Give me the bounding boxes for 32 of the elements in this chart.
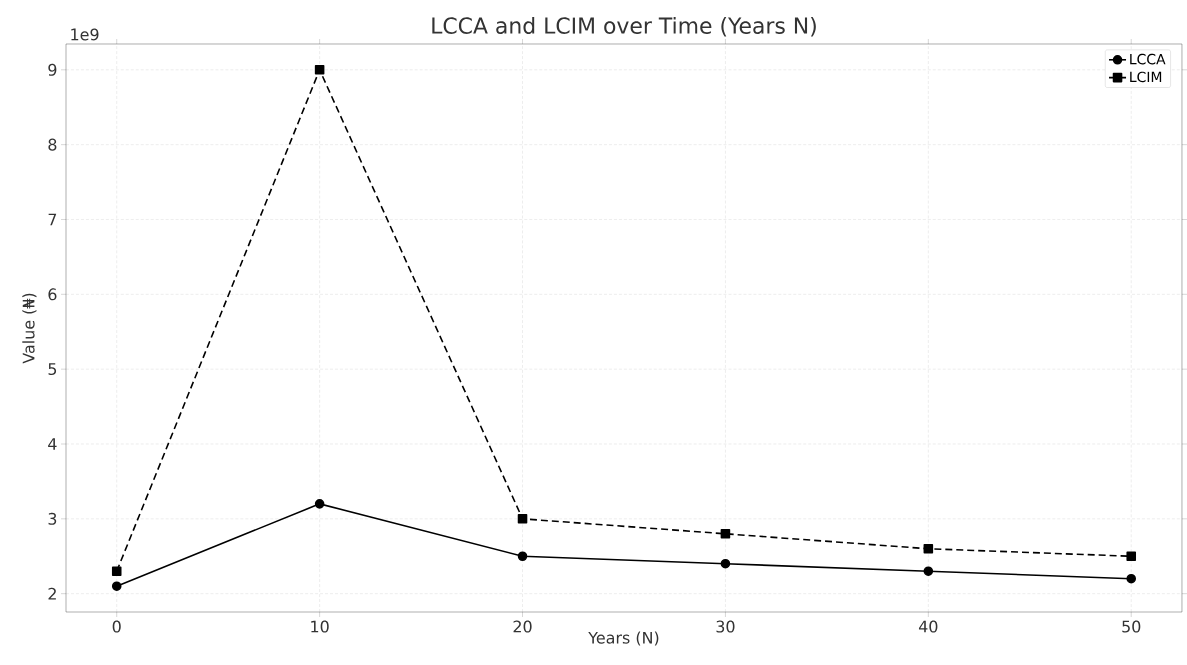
x-tick-label: 40 xyxy=(918,620,938,633)
point xyxy=(923,566,934,576)
point xyxy=(517,514,528,524)
text: 1e9 xyxy=(71,28,99,41)
x-tick-label: 20 xyxy=(513,620,532,633)
point xyxy=(720,558,731,569)
x-tick-label: 50 xyxy=(1122,620,1141,633)
point xyxy=(111,566,122,576)
y-tick-label: 9 xyxy=(48,63,57,76)
y-tick-label: 5 xyxy=(48,363,57,376)
legend-label: LCIM xyxy=(1130,71,1162,83)
x-tick-label: 10 xyxy=(311,620,329,633)
point xyxy=(314,499,325,509)
point xyxy=(1126,573,1137,584)
y-tick-label: 7 xyxy=(48,213,57,226)
legend-label: LCCA xyxy=(1130,53,1166,65)
y-tick-label: 8 xyxy=(48,138,57,151)
y-tick-label: 3 xyxy=(48,512,57,525)
y-tick-label: 2 xyxy=(48,587,56,600)
point xyxy=(720,529,731,539)
point xyxy=(517,551,528,562)
chart-title: LCCA and LCIM over Time (Years N) xyxy=(432,16,816,37)
y-tick-label: 6 xyxy=(48,288,57,301)
y-tick-label: 4 xyxy=(48,438,57,450)
x-tick-label: 30 xyxy=(716,620,735,633)
point xyxy=(111,581,122,591)
y-axis-title: Value (₦) xyxy=(22,293,37,364)
x-tick-label: 0 xyxy=(112,620,121,633)
point xyxy=(923,543,934,554)
x-axis-title: Years (N) xyxy=(588,631,659,646)
point xyxy=(1126,551,1137,562)
point xyxy=(314,65,325,75)
